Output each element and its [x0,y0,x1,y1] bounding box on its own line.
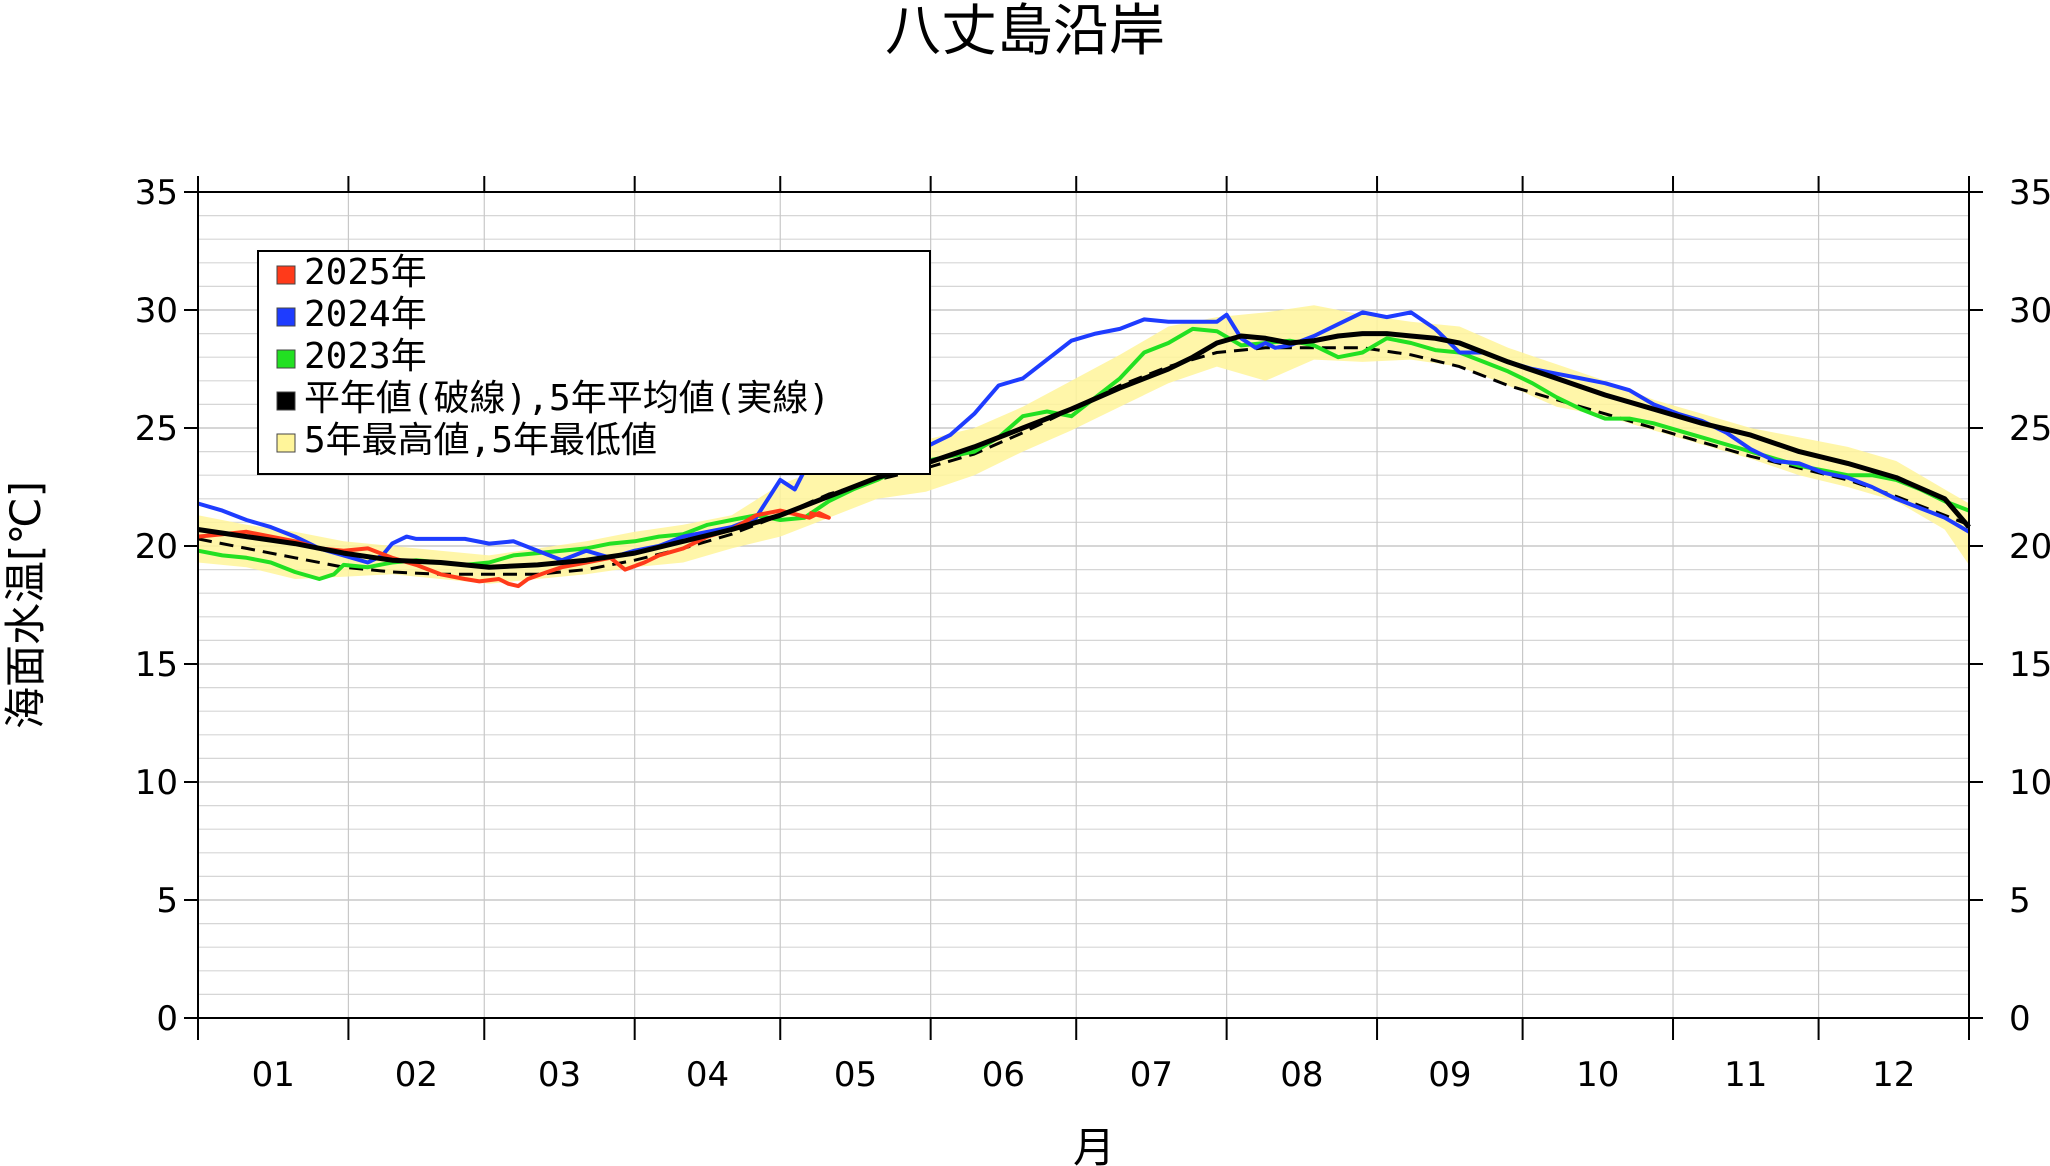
y-tick-label-left: 5 [156,881,178,921]
x-tick-label: 07 [1130,1055,1173,1095]
x-tick-label: 03 [538,1055,581,1095]
legend-label: 2023年 [304,336,427,377]
legend-swatch [276,307,296,327]
legend-swatch [276,391,296,411]
y-tick-label-left: 20 [135,527,178,567]
y-tick-label-left: 15 [135,645,178,685]
y-tick-label-right: 30 [2009,291,2050,331]
y-tick-label-right: 5 [2009,881,2031,921]
x-tick-label: 10 [1576,1055,1619,1095]
x-tick-label: 02 [395,1055,438,1095]
legend-box [257,250,931,475]
y-tick-label-right: 0 [2009,999,2031,1039]
y-tick-label-left: 30 [135,291,178,331]
x-tick-label: 05 [834,1055,877,1095]
legend-label: 2024年 [304,294,427,335]
series-lines [197,310,1971,589]
legend-swatch [276,349,296,369]
five-year-range-band [198,305,1969,584]
y-tick-label-right: 20 [2009,527,2050,567]
legend-label: 5年最高値,5年最低値 [304,420,657,461]
y-tick-label-left: 0 [156,999,178,1039]
x-tick-label: 12 [1872,1055,1915,1095]
legend-swatch [276,433,296,453]
y-tick-label-right: 35 [2009,173,2050,213]
legend-label: 平年値(破線),5年平均値(実線) [304,378,830,419]
legend-swatch [276,265,296,285]
y-axis-label: 海面水温[℃] [1,481,50,729]
x-tick-label: 08 [1280,1055,1323,1095]
y-tick-label-right: 25 [2009,409,2050,449]
chart-title: 八丈島沿岸 [885,0,1165,64]
grid [198,191,1969,1019]
x-tick-label: 11 [1724,1055,1767,1095]
legend: 2025年2024年2023年平年値(破線),5年平均値(実線)5年最高値,5年… [257,250,931,475]
y-tick-label-right: 10 [2009,763,2050,803]
y-ticks: 0 0 5 5 10 10 15 15 20 20 25 25 30 30 35 35 [135,173,2050,1039]
x-tick-label: 09 [1428,1055,1471,1095]
x-ticks: 01 02 03 04 05 06 07 08 09 10 11 12 [197,176,1970,1095]
y-tick-label-left: 35 [135,173,178,213]
legend-label: 2025年 [304,252,427,293]
five-year-band-area [198,305,1969,584]
x-tick-label: 06 [982,1055,1025,1095]
x-tick-label: 01 [252,1055,295,1095]
y-tick-label-left: 10 [135,763,178,803]
plot-frame [197,191,1970,1019]
y-tick-label-right: 15 [2009,645,2050,685]
series-line-1 [197,310,1971,565]
y-tick-label-left: 25 [135,409,178,449]
series-line-3 [197,331,1971,570]
x-axis-label: 月 [1073,1123,1115,1166]
x-tick-label: 04 [686,1055,729,1095]
